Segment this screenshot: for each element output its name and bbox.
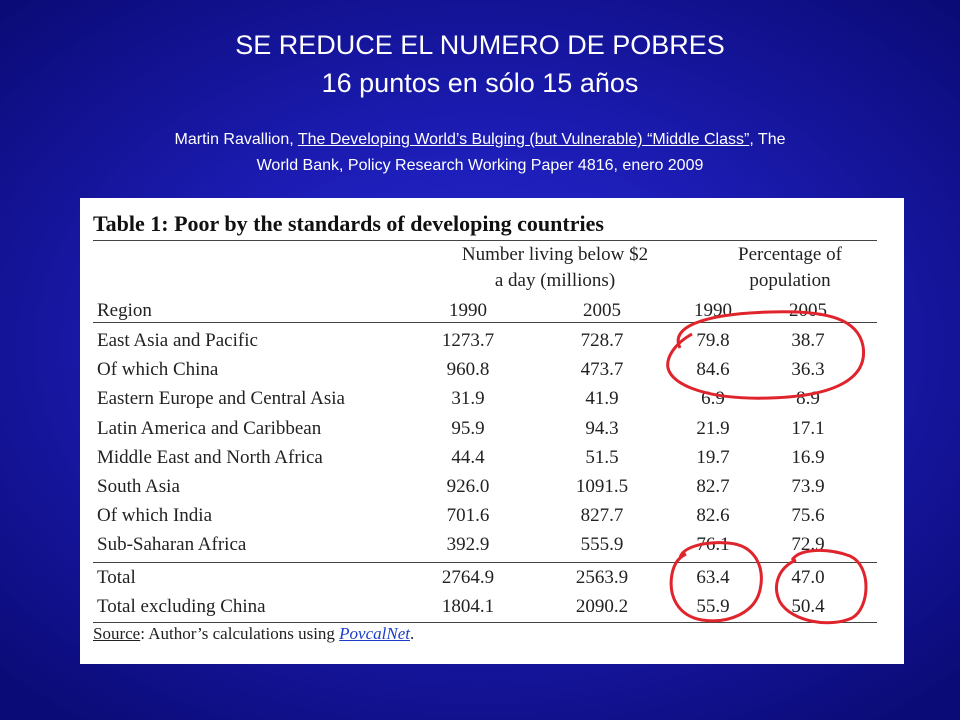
cell-region: Total [97,567,136,588]
cell-p1990: 21.9 [696,417,730,439]
col-header-n2005: 2005 [583,300,621,321]
cell-n2005: 728.7 [580,330,624,351]
cell-n1990: 31.9 [451,388,485,410]
cell-n1990: 2764.9 [441,567,495,588]
cell-p2005: 16.9 [791,446,825,468]
cell-n1990: 701.6 [446,505,490,527]
cell-n2005: 1091.5 [575,476,629,497]
citation-publisher-start: , The [749,131,786,148]
povcalnet-link[interactable]: PovcalNet [339,624,410,643]
cell-n1990: 44.4 [451,446,485,468]
cell-n1990: 1273.7 [441,330,495,351]
rule-header [93,322,877,323]
cell-region: Of which India [97,505,213,527]
citation-author: Martin Ravallion, [174,131,294,148]
cell-p2005: 50.4 [791,596,825,617]
cell-n1990: 1804.1 [441,596,495,617]
highlight-ellipse-total-2005 [775,548,868,625]
cell-p1990: 19.7 [696,446,730,468]
col-header-region: Region [97,300,152,321]
cell-p1990: 79.8 [696,330,730,351]
table-image: Table 1: Poor by the standards of develo… [80,198,904,664]
cell-region: Of which China [97,359,219,381]
cell-n2005: 473.7 [580,359,624,381]
cell-p2005: 75.6 [791,505,825,527]
citation-publisher: World Bank, Policy Research Working Pape… [256,157,704,174]
col-header-p2005: 2005 [789,300,827,321]
cell-region: Sub-Saharan Africa [97,534,247,556]
cell-p1990: 82.6 [696,505,730,527]
cell-p1990: 82.7 [696,476,730,497]
annotation-layer [666,310,868,625]
source-label: Source [93,624,141,643]
rule-totals [93,562,877,563]
highlight-ellipse-asia [666,310,866,400]
cell-p1990: 76.1 [696,534,730,556]
header-number-line2: a day (millions) [494,270,616,291]
cell-n1990: 392.9 [446,534,490,556]
header-number-group: Number living below $2 a day (millions) [420,242,690,294]
header-percent-group: Percentage of population [700,242,880,294]
citation: Martin Ravallion, The Developing World’s… [40,127,920,179]
source-end: . [409,624,415,643]
source-text: : Author’s calculations using [140,624,340,643]
cell-n2005: 2090.2 [575,596,629,617]
cell-p1990: 55.9 [696,596,730,617]
cell-p2005: 38.7 [791,330,825,351]
cell-region: East Asia and Pacific [97,330,258,351]
cell-p2005: 17.1 [791,417,825,439]
cell-p1990: 63.4 [696,567,730,588]
cell-n2005: 2563.9 [575,567,629,588]
rule-bottom [93,622,877,623]
header-number-line1: Number living below $2 [461,244,649,265]
highlight-ellipse-total-1990 [669,541,763,623]
table-source: Source: Author’s calculations using Povc… [93,624,414,644]
cell-region: South Asia [97,476,180,497]
cell-n2005: 51.5 [585,446,619,468]
cell-n2005: 41.9 [585,388,619,410]
header-percent-line2: population [749,270,831,291]
cell-n2005: 555.9 [580,534,624,556]
cell-n2005: 94.3 [585,417,619,439]
cell-p2005: 36.3 [791,359,825,381]
cell-region: Latin America and Caribbean [97,417,322,439]
table-title: Table 1: Poor by the standards of develo… [93,211,604,236]
cell-n1990: 926.0 [446,476,490,497]
cell-p2005: 47.0 [791,567,825,588]
citation-paper-title: The Developing World’s Bulging (but Vuln… [297,131,750,148]
cell-region: Total excluding China [97,596,266,617]
cell-n2005: 827.7 [580,505,624,527]
cell-region: Middle East and North Africa [97,446,323,468]
rule-top [93,240,877,241]
cell-p2005: 73.9 [791,476,825,497]
cell-n1990: 95.9 [451,417,485,439]
header-percent-line1: Percentage of [738,244,842,265]
cell-region: Eastern Europe and Central Asia [97,388,345,410]
cell-n1990: 960.8 [446,359,490,381]
slide-title: SE REDUCE EL NUMERO DE POBRES [235,30,725,60]
cell-p1990: 84.6 [696,359,730,381]
col-header-n1990: 1990 [449,300,487,321]
slide-subtitle: 16 puntos en sólo 15 años [321,68,639,98]
